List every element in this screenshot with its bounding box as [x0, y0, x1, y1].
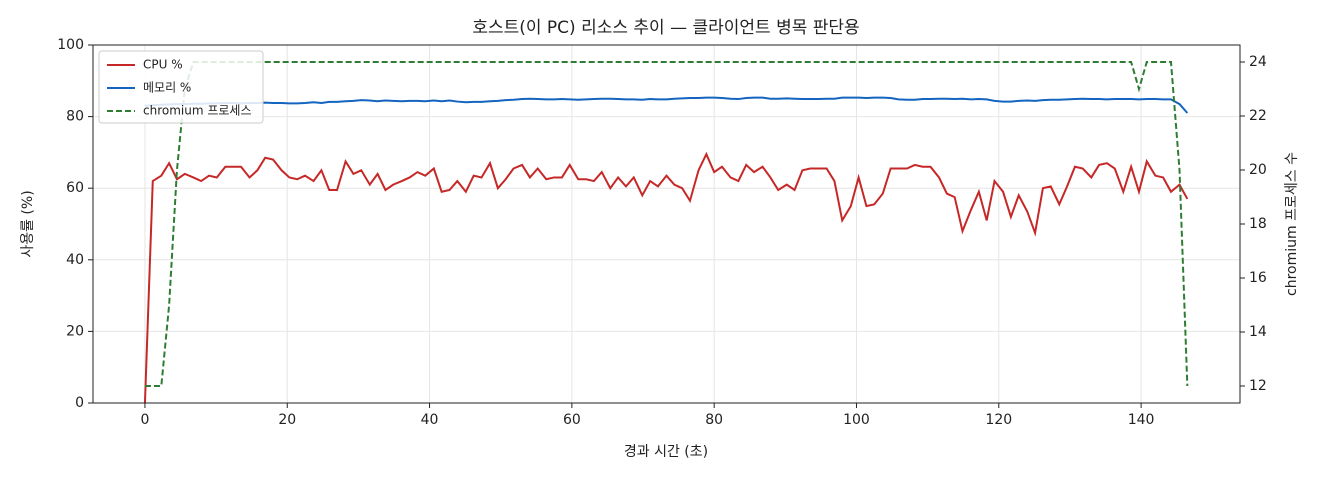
- x-tick-label: 100: [843, 412, 870, 428]
- y-tick-label: 60: [66, 180, 84, 196]
- legend-box: [98, 50, 264, 124]
- y2-tick-label: 24: [1249, 54, 1267, 70]
- x-tick-label: 40: [421, 412, 439, 428]
- y2-tick-label: 20: [1249, 162, 1267, 178]
- y-tick-label: 20: [66, 323, 84, 339]
- y-axis-label: 사용률 (%): [20, 190, 36, 257]
- y-tick-label: 40: [66, 252, 84, 268]
- y-tick-label: 80: [66, 109, 84, 125]
- x-tick-label: 20: [278, 412, 296, 428]
- x-tick-label: 120: [985, 412, 1012, 428]
- y2-tick-label: 18: [1249, 216, 1267, 232]
- y2-tick-label: 16: [1249, 270, 1267, 286]
- x-tick-label: 0: [140, 412, 149, 428]
- y-tick-label: 100: [57, 37, 84, 53]
- data-line: [144, 96, 1189, 114]
- y-tick-label: 0: [75, 395, 84, 411]
- legend-label: CPU %: [143, 58, 183, 72]
- x-axis-label: 경과 시간 (초): [624, 444, 708, 460]
- plot-frame: [92, 44, 1241, 404]
- chart-title: 호스트(이 PC) 리소스 추이 — 클라이언트 병목 판단용: [472, 18, 859, 38]
- legend-label: 메모리 %: [143, 81, 191, 95]
- x-tick-label: 60: [563, 412, 581, 428]
- y2-tick-label: 14: [1249, 324, 1267, 340]
- y2-tick-label: 12: [1249, 378, 1267, 394]
- x-tick-label: 140: [1128, 412, 1155, 428]
- data-line: [144, 61, 1189, 387]
- y2-tick-label: 22: [1249, 108, 1267, 124]
- y2-axis-label: chromium 프로세스 수: [1284, 152, 1300, 296]
- x-tick-label: 80: [705, 412, 723, 428]
- legend-label: chromium 프로세스: [143, 104, 252, 118]
- data-line: [143, 151, 1189, 404]
